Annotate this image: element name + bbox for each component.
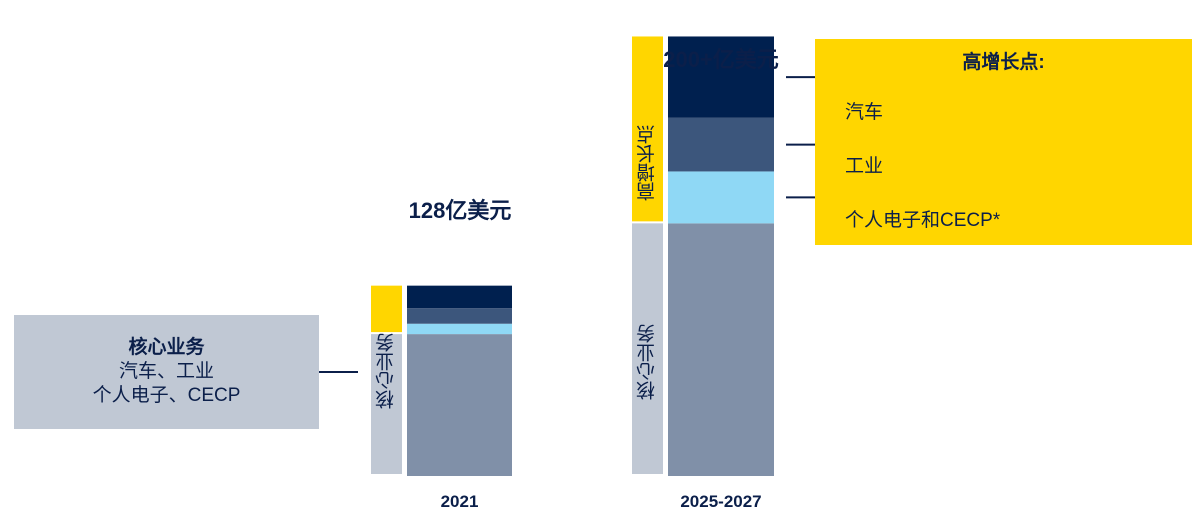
growth-item-industrial: 工业 xyxy=(845,156,884,177)
side-strip-core-2021 xyxy=(371,334,402,474)
growth-points-box: 高增长点: xyxy=(815,39,1192,245)
bar-segment-automotive-2021 xyxy=(407,285,512,309)
x-tick-2021: 2021 xyxy=(440,492,479,511)
side-label-growth-2025-2027: 高增长点 xyxy=(637,125,658,201)
side-strip-growth-2025-2027 xyxy=(632,36,663,222)
core-business-line-2: 个人电子、CECP xyxy=(92,385,241,406)
side-label-core-2021: 核心业务 xyxy=(376,333,397,409)
bar-segment-core-2021 xyxy=(407,334,512,476)
core-business-line-1: 汽车、工业 xyxy=(118,361,214,382)
core-business-title: 核心业务 xyxy=(128,337,205,358)
bar-segment-consumer-2025-2027 xyxy=(668,171,774,224)
core-business-box: 核心业务 汽车、工业 个人电子、CECP xyxy=(14,315,319,429)
bar-segment-industrial-2021 xyxy=(407,308,512,324)
growth-item-automotive: 汽车 xyxy=(845,102,884,123)
bar-segment-core-2025-2027 xyxy=(668,223,774,476)
total-label-2021: 128亿美元 xyxy=(408,198,512,223)
bar-segment-automotive-2025-2027 xyxy=(668,36,774,118)
growth-item-consumer: 个人电子和CECP* xyxy=(845,210,1001,231)
side-strip-growth-2021 xyxy=(371,285,402,333)
growth-points-title: 高增长点: xyxy=(962,52,1045,73)
bar-segment-consumer-2021 xyxy=(407,323,512,335)
side-label-core-2025-2027: 核心业务 xyxy=(637,324,658,400)
bar-segment-industrial-2025-2027 xyxy=(668,117,774,172)
total-label-2025-2027: 200+亿美元 xyxy=(663,47,779,72)
x-tick-2025-2027: 2025-2027 xyxy=(680,492,762,511)
side-strip-core-2025-2027 xyxy=(632,223,663,474)
